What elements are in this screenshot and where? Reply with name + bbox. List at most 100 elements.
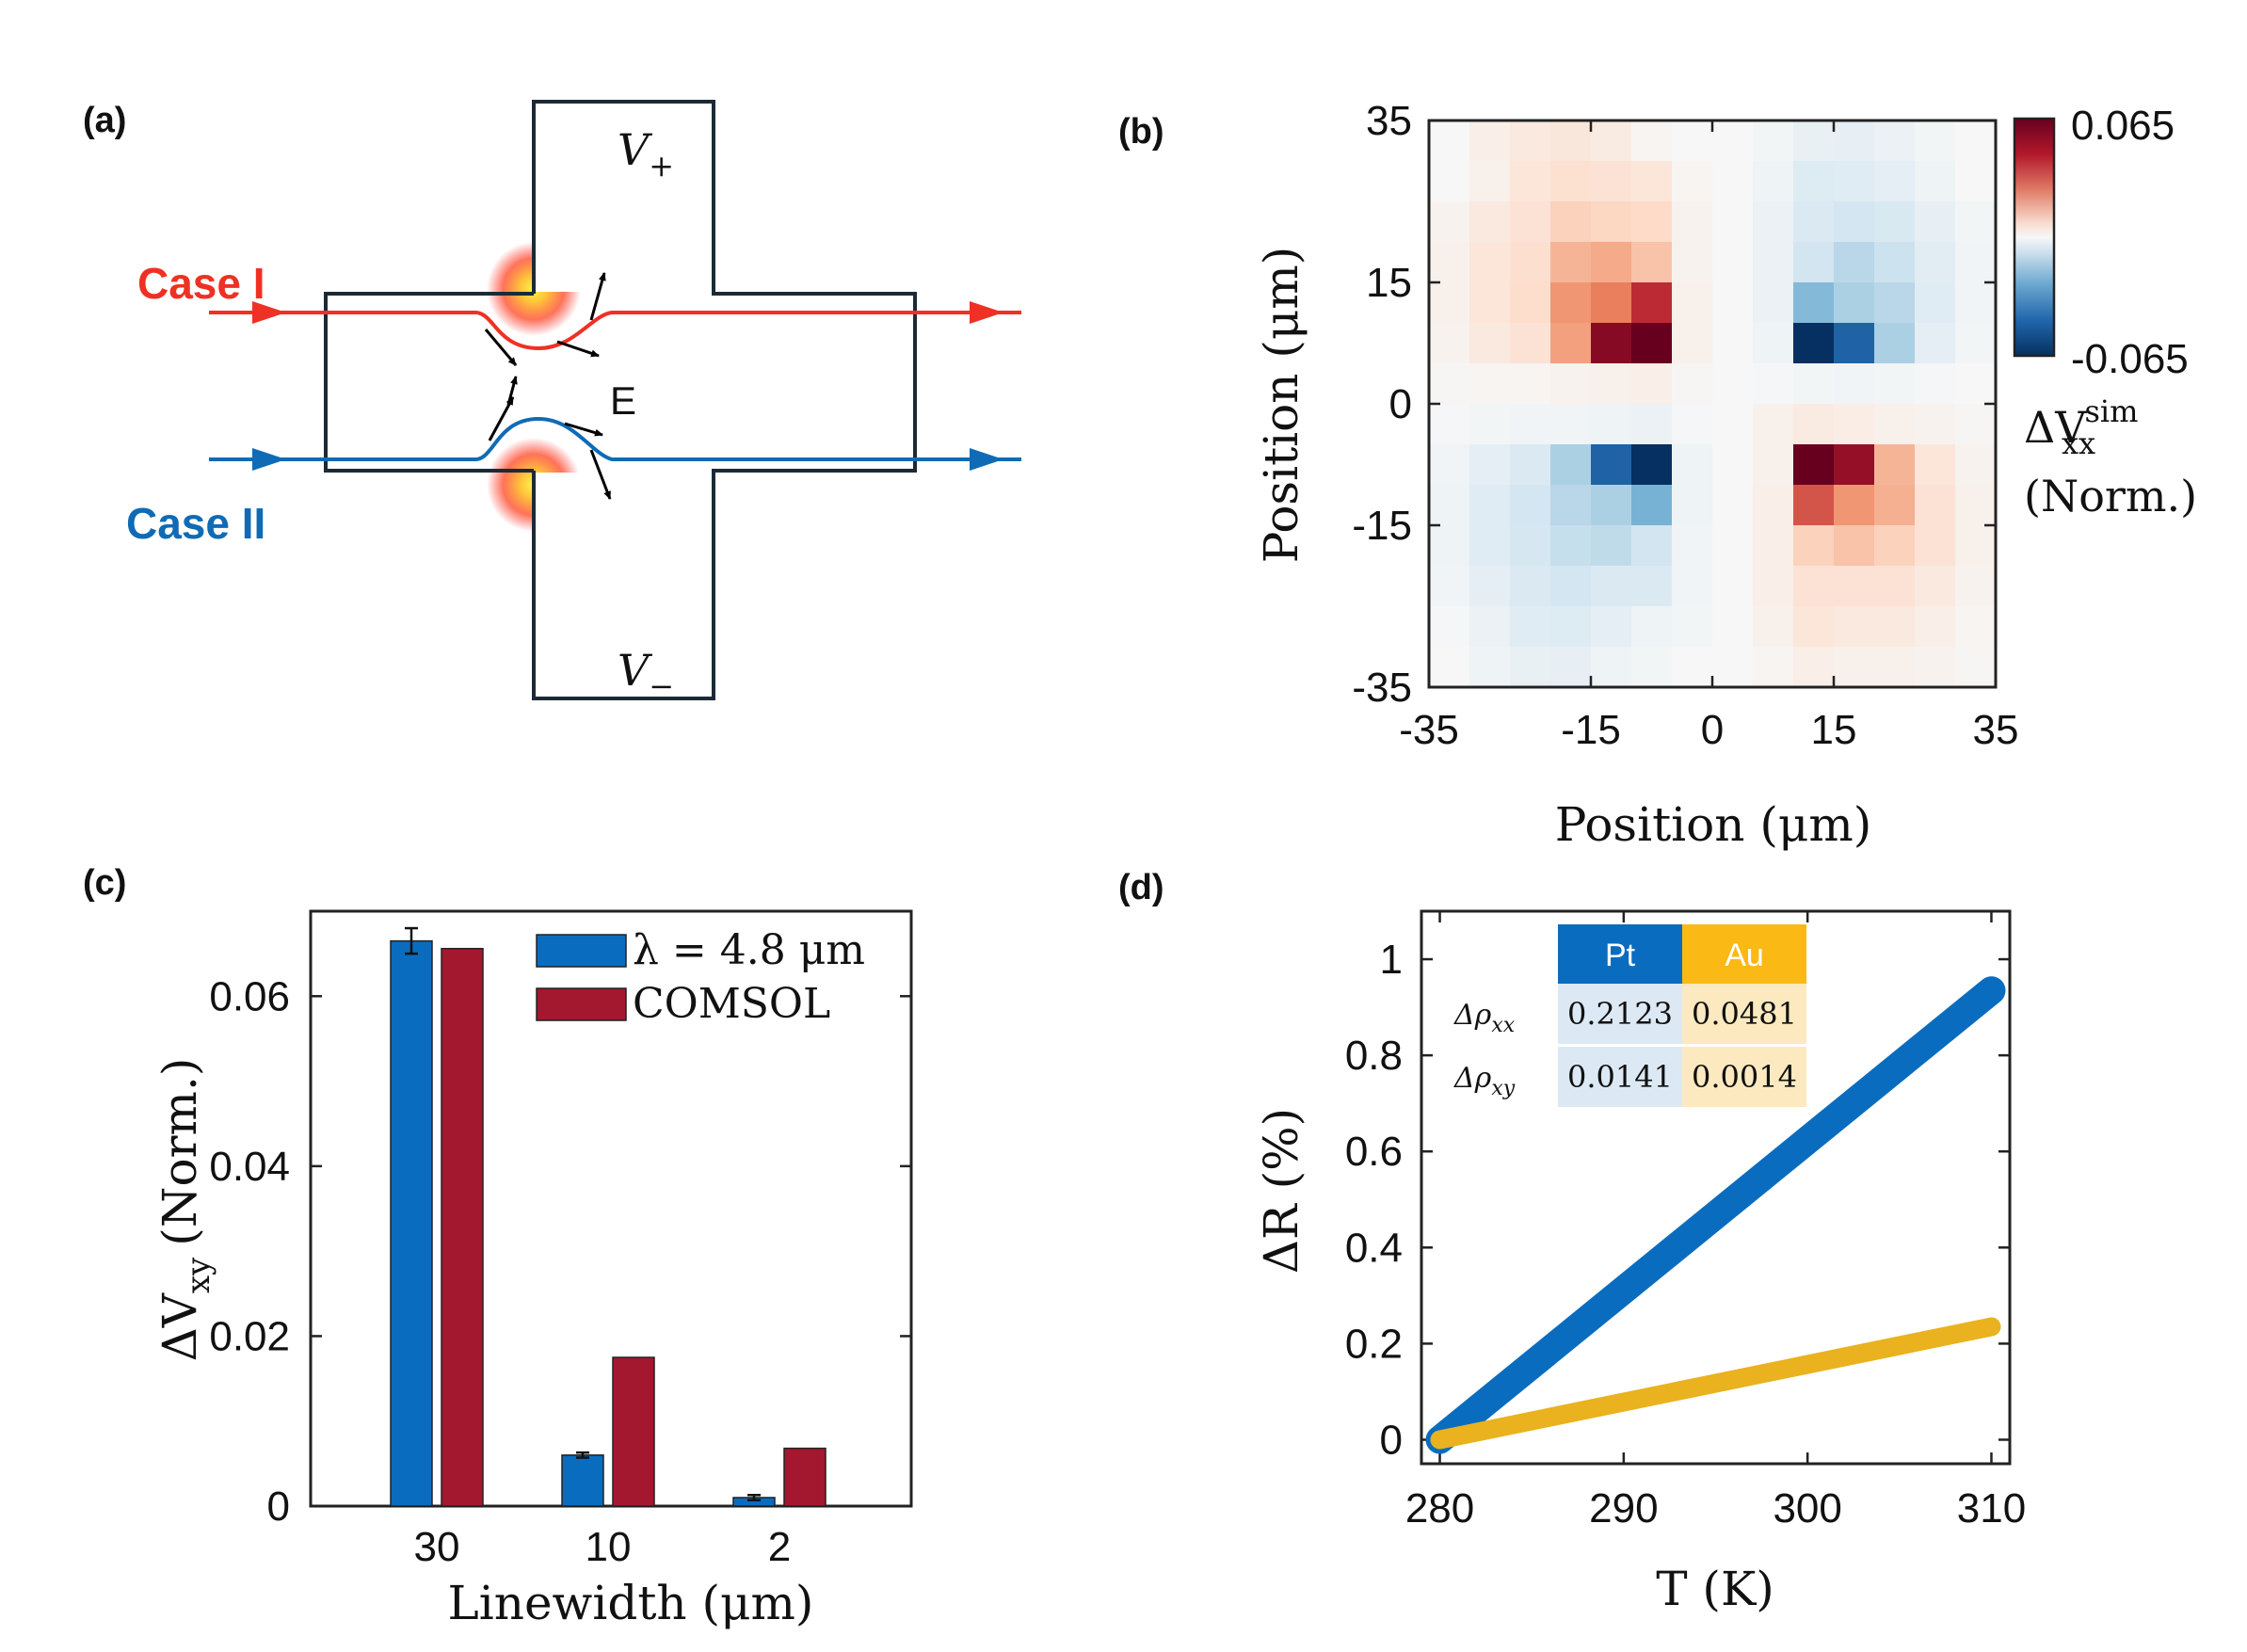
heatmap-x-tick-label: -15 <box>1561 707 1621 753</box>
heatmap-cell <box>1793 606 1835 648</box>
heatmap-cell <box>1753 363 1794 405</box>
heatmap-cell <box>1550 242 1592 283</box>
heatmap-cell <box>1631 242 1673 283</box>
heatmap-cell <box>1672 444 1713 486</box>
heatmap-cell <box>1550 201 1592 243</box>
heatmap-cell <box>1631 363 1673 405</box>
heatmap-cell <box>1955 647 1997 688</box>
heatmap-cell <box>1712 242 1754 283</box>
field-label: E <box>610 378 636 423</box>
heatmap-cell <box>1510 363 1551 405</box>
heatmap-cell <box>1955 444 1997 486</box>
heatmap-cell <box>1712 363 1754 405</box>
heatmap-cell <box>1631 201 1673 243</box>
heatmap-cell <box>1712 566 1754 607</box>
heatmap-cell <box>1429 647 1470 688</box>
heatmap-cell <box>1631 606 1673 648</box>
legend-swatch-comsol <box>536 987 627 1021</box>
bar-x-tick-label: 30 <box>414 1524 460 1570</box>
bar-y-tick-label: 0.04 <box>209 1144 290 1190</box>
heatmap-cell <box>1955 282 1997 324</box>
heatmap-cell <box>1712 201 1754 243</box>
heatmap-cell <box>1874 606 1916 648</box>
heatmap-cell <box>1591 525 1632 567</box>
heatmap-cell <box>1712 161 1754 202</box>
heatmap-cell <box>1793 323 1835 364</box>
heatmap-cell <box>1672 485 1713 526</box>
heatmap-cell <box>1753 606 1794 648</box>
heatmap-cell <box>1874 323 1916 364</box>
heatmap-cell <box>1469 606 1511 648</box>
heatmap-cell <box>1510 282 1551 324</box>
bar-x-tick-label: 10 <box>586 1524 632 1570</box>
heatmap-cell <box>1550 363 1592 405</box>
heatmap-cell <box>1834 485 1875 526</box>
heatmap-cell <box>1834 120 1875 162</box>
line-y-tick-label: 0.4 <box>1345 1225 1403 1271</box>
heatmap-cell <box>1672 161 1713 202</box>
heatmap-cell <box>1429 606 1470 648</box>
heatmap-cell <box>1429 404 1470 445</box>
heatmap-cell <box>1672 201 1713 243</box>
heatmap-cell <box>1834 161 1875 202</box>
case1-label: Case I <box>137 259 265 308</box>
heatmap-cell <box>1712 444 1754 486</box>
field-arrow <box>564 422 603 437</box>
heatmap-cell <box>1874 201 1916 243</box>
heatmap-cell <box>1955 201 1997 243</box>
table-cell-bg <box>1558 984 1682 1044</box>
heatmap-x-tick-label: 15 <box>1811 707 1857 753</box>
table-cell: 0.0481 <box>1692 996 1797 1032</box>
heatmap-cell <box>1469 161 1511 202</box>
heatmap-cell <box>1672 242 1713 283</box>
line-xlabel: T (K) <box>1656 1562 1774 1616</box>
heatmap-cell <box>1469 120 1511 162</box>
bar-xlabel: Linewidth (μm) <box>448 1576 814 1630</box>
field-arrow <box>488 396 515 441</box>
heatmap-cell <box>1672 404 1713 445</box>
field-arrow <box>589 449 612 500</box>
heatmap-cell <box>1672 606 1713 648</box>
heatmap-cell <box>1469 485 1511 526</box>
heatmap-cell <box>1753 444 1794 486</box>
heatmap-cell <box>1469 444 1511 486</box>
heatmap-cell <box>1915 363 1956 405</box>
heatmap-cell <box>1955 566 1997 607</box>
heatmap-cell <box>1631 161 1673 202</box>
heatmap-cell <box>1793 485 1835 526</box>
heatmap-cell <box>1955 404 1997 445</box>
heatmap-cell <box>1955 242 1997 283</box>
bar-legend: λ = 4.8 μm COMSOL <box>536 926 865 1028</box>
line-x-tick-label: 280 <box>1405 1485 1474 1532</box>
heatmap-cell <box>1550 404 1592 445</box>
heatmap-cell <box>1510 647 1551 688</box>
heatmap-cell <box>1793 404 1835 445</box>
vminus-label: V− <box>618 645 674 704</box>
table-cell: 0.0141 <box>1567 1059 1673 1095</box>
heatmap-cell <box>1510 323 1551 364</box>
heatmap-cell <box>1429 525 1470 567</box>
case2-arrow-out <box>970 448 1003 471</box>
bar-y-tick-label: 0.02 <box>209 1313 290 1359</box>
heatmap-cell <box>1915 444 1956 486</box>
heatmap-cell <box>1510 485 1551 526</box>
heatmap-cell <box>1591 606 1632 648</box>
heatmap-cell <box>1793 282 1835 324</box>
table-cell-bg <box>1558 1047 1682 1107</box>
panel-c: (c) 0 0.02 0.04 0.06 30 10 2 Linewidth (μm) Δ… <box>83 863 913 1630</box>
line-x-tick-label: 300 <box>1773 1485 1841 1532</box>
heatmap-cell <box>1793 363 1835 405</box>
field-arrow <box>589 272 606 321</box>
heatmap-cell <box>1834 323 1875 364</box>
heatmap-cell <box>1469 404 1511 445</box>
colorbar-min-label: -0.065 <box>2071 336 2189 382</box>
heatmap-cell <box>1834 404 1875 445</box>
heatmap-x-tick-label: 35 <box>1973 707 2019 753</box>
heatmap-y-tick-label: 35 <box>1366 98 1412 144</box>
heatmap-cell <box>1631 120 1673 162</box>
colorbar-max-label: 0.065 <box>2071 103 2175 149</box>
line-y-tick-label: 0.8 <box>1345 1033 1403 1079</box>
heatmap-cell <box>1955 120 1997 162</box>
bar-comsol <box>441 947 484 1507</box>
heatmap-cell <box>1955 323 1997 364</box>
